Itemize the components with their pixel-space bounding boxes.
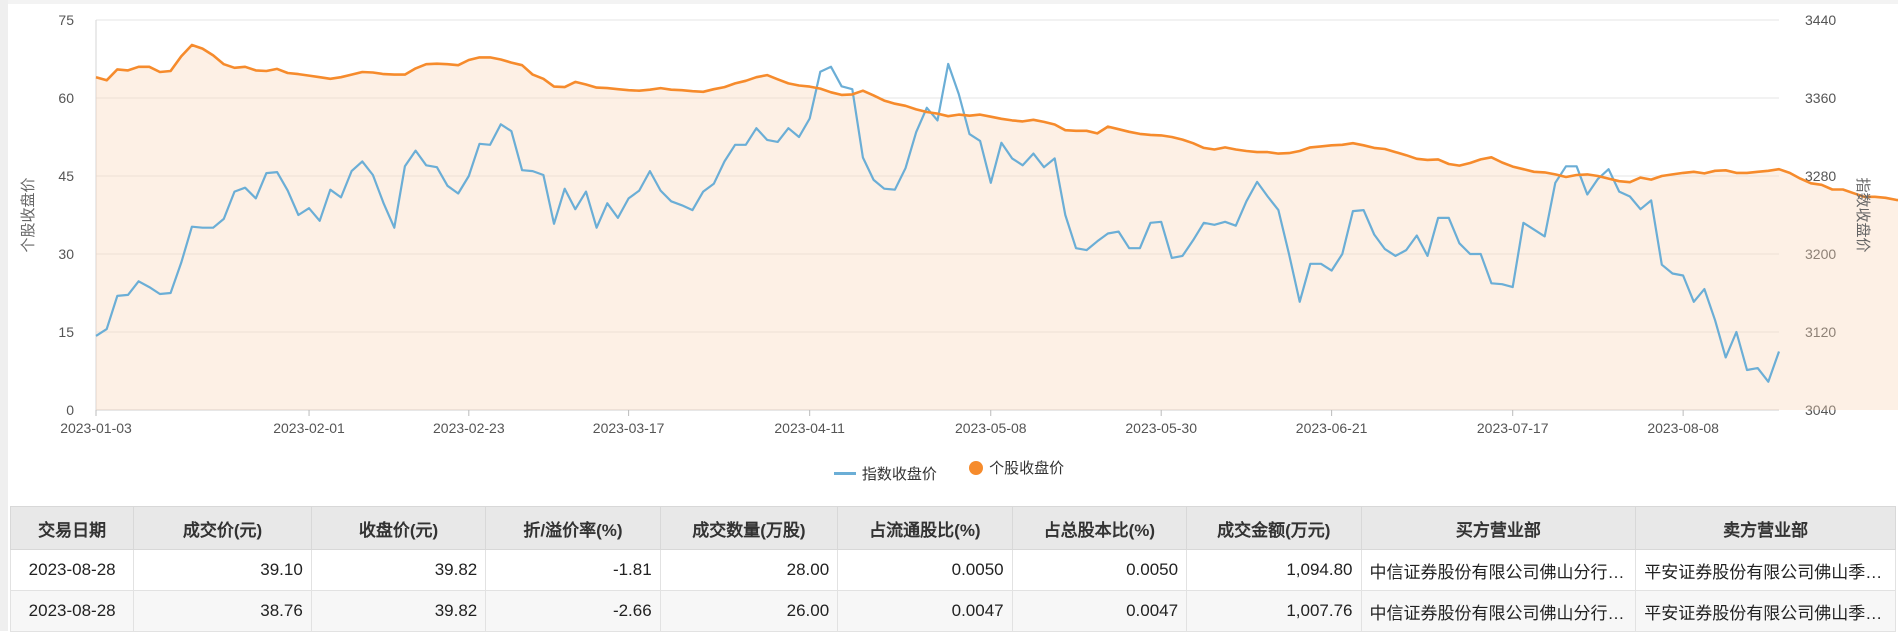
price-chart: 0 15 30 45 60 75 3040 3120 3200 3280 3360 3440 202… [19,12,1898,436]
right-tick-label: 3440 [1805,12,1836,28]
right-axis-ticks: 3040 3120 3200 3280 3360 3440 [1805,12,1836,418]
legend-item-stock[interactable]: 个股收盘价 [969,457,1064,478]
header-cell[interactable]: 成交价(元) [133,506,312,550]
x-tick-label: 2023-01-03 [60,420,132,436]
right-tick-label: 3280 [1805,168,1836,184]
header-cell[interactable]: 交易日期 [9,506,135,550]
x-tick-label: 2023-08-08 [1647,420,1719,436]
index-close-line [95,62,1781,383]
left-tick-label: 45 [58,168,74,184]
header-cell[interactable]: 成交金额(万元) [1186,506,1362,550]
cell-float-ratio: 0.0047 [837,590,1013,632]
left-tick-label: 0 [66,402,74,418]
cell-date: 2023-08-28 [9,549,135,591]
header-cell[interactable]: 折/溢价率(%) [485,506,661,550]
right-tick-label: 3360 [1805,90,1836,106]
cell-close-price: 39.82 [310,549,487,591]
stock-close-line [95,43,1898,202]
cell-buyer[interactable]: 中信证券股份有限公司佛山分行营业部 [1360,549,1637,591]
x-axis-ticks: 2023-01-03 2023-02-01 2023-02-23 2023-03-17… [60,410,1719,436]
cell-premium-rate: -2.66 [485,590,661,632]
cell-total-ratio: 0.0050 [1011,549,1188,591]
right-axis-label: 指数收盘价 [1854,177,1872,252]
cell-volume: 28.00 [659,549,839,591]
cell-amount: 1,007.76 [1186,590,1362,632]
table-row: 2023-08-28 39.10 39.82 -1.81 28.00 0.005… [9,549,1896,591]
grid-lines [95,19,1779,411]
cell-premium-rate: -1.81 [485,549,661,591]
header-cell[interactable]: 买方营业部 [1360,506,1637,550]
right-tick-label: 3200 [1805,246,1836,262]
left-edge [0,0,8,631]
legend-stock-label: 个股收盘价 [989,460,1065,477]
cell-trade-price: 38.76 [133,590,312,632]
x-tick-label: 2023-05-30 [1125,420,1197,436]
x-tick-label: 2023-05-08 [955,420,1027,436]
header-cell[interactable]: 占总股本比(%) [1011,506,1188,550]
cell-date: 2023-08-28 [9,590,135,632]
right-tick-label: 3040 [1805,402,1836,418]
x-tick-label: 2023-02-23 [433,420,505,436]
header-cell[interactable]: 成交数量(万股) [659,506,839,550]
cell-trade-price: 39.10 [133,549,312,591]
left-axis-label: 个股收盘价 [19,177,37,252]
stock-area-fill [96,45,1898,410]
legend-item-index[interactable]: 指数收盘价 [833,463,937,484]
left-tick-label: 75 [58,12,74,28]
header-cell[interactable]: 卖方营业部 [1635,506,1896,550]
x-tick-label: 2023-06-21 [1296,420,1368,436]
series-layer [95,43,1898,410]
left-tick-label: 15 [58,324,74,340]
left-tick-label: 60 [58,90,74,106]
x-tick-label: 2023-04-11 [774,420,845,436]
left-axis-ticks: 0 15 30 45 60 75 [58,12,74,418]
table-header-row: 交易日期 成交价(元) 收盘价(元) 折/溢价率(%) 成交数量(万股) 占流通… [9,506,1896,550]
cell-buyer[interactable]: 中信证券股份有限公司佛山分行营业部 [1360,590,1637,632]
table-row: 2023-08-28 38.76 39.82 -2.66 26.00 0.004… [9,590,1896,632]
x-tick-label: 2023-07-17 [1477,420,1549,436]
header-cell[interactable]: 占流通股比(%) [837,506,1013,550]
legend-index-label: 指数收盘价 [861,465,937,483]
top-edge [0,0,1898,4]
x-tick-label: 2023-03-17 [593,420,665,436]
legend-index-swatch [833,471,856,475]
x-tick-label: 2023-02-01 [273,420,345,436]
cell-volume: 26.00 [659,590,839,632]
right-tick-label: 3120 [1805,324,1836,340]
chart-legend: 指数收盘价 个股收盘价 [0,457,1898,484]
cell-amount: 1,094.80 [1186,549,1362,591]
block-trade-table: 交易日期 成交价(元) 收盘价(元) 折/溢价率(%) 成交数量(万股) 占流通… [9,506,1896,632]
cell-close-price: 39.82 [310,590,487,632]
cell-total-ratio: 0.0047 [1011,590,1188,632]
header-cell[interactable]: 收盘价(元) [310,506,487,550]
cell-seller[interactable]: 平安证券股份有限公司佛山季华路证券营业部 [1635,590,1896,632]
cell-seller[interactable]: 平安证券股份有限公司佛山季华路证券营业部 [1635,549,1896,591]
left-tick-label: 30 [58,246,74,262]
cell-float-ratio: 0.0050 [837,549,1013,591]
legend-stock-swatch [969,460,984,475]
